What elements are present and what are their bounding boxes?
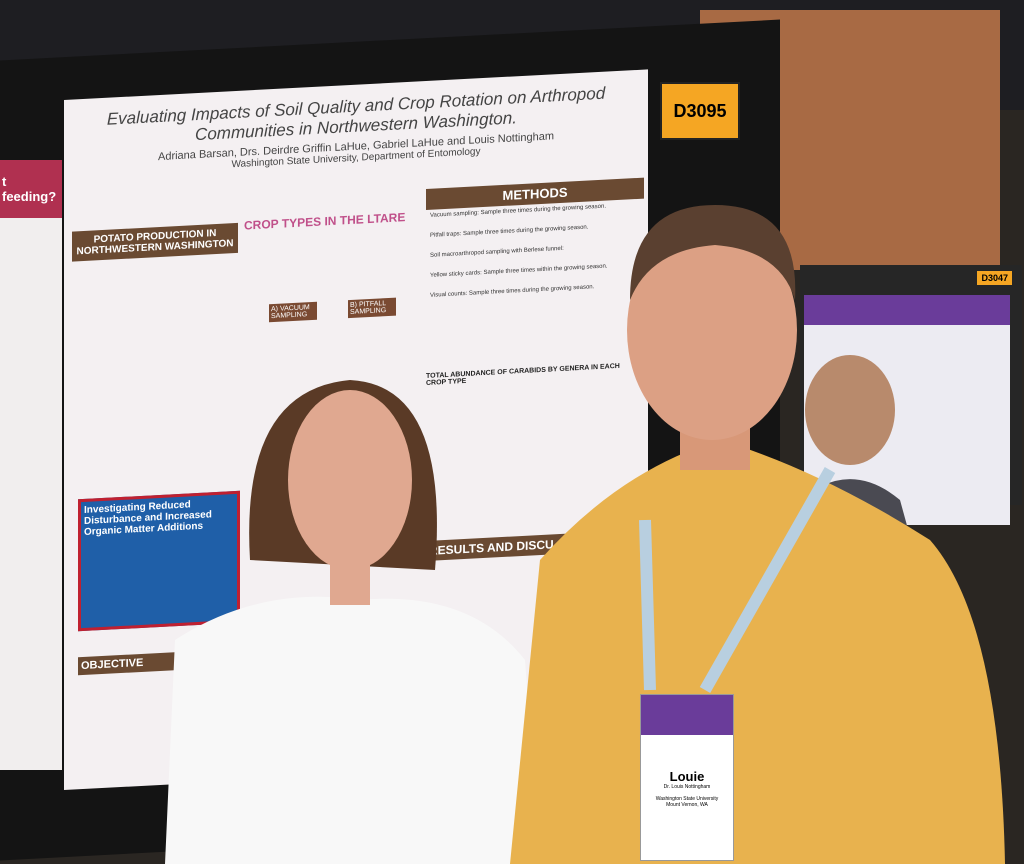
left-poster: t feeding? xyxy=(0,160,62,770)
neighbor-board: D3047 xyxy=(800,265,1022,525)
man-face xyxy=(627,220,797,440)
woman-shirt xyxy=(165,596,540,864)
man-hair xyxy=(630,205,796,300)
neighbor-poster xyxy=(804,295,1010,525)
badge-detail: Dr. Louis Nottingham xyxy=(663,784,711,790)
badge-location: Mount Vernon, WA xyxy=(666,802,708,808)
background-person-head xyxy=(805,355,895,465)
badge-org: Washington State University xyxy=(655,796,719,802)
badge-name: Louie xyxy=(669,769,705,784)
woman-neck xyxy=(330,555,370,605)
man-shirt xyxy=(510,440,1005,864)
neighbor-booth-number: D3047 xyxy=(977,271,1012,285)
booth-number: D3095 xyxy=(660,82,740,140)
badge-banner xyxy=(641,695,733,735)
left-poster-heading: t feeding? xyxy=(0,160,62,218)
lanyard xyxy=(639,467,836,693)
woman-face xyxy=(288,390,412,570)
name-badge: Louie Dr. Louis Nottingham Washington St… xyxy=(640,694,734,861)
